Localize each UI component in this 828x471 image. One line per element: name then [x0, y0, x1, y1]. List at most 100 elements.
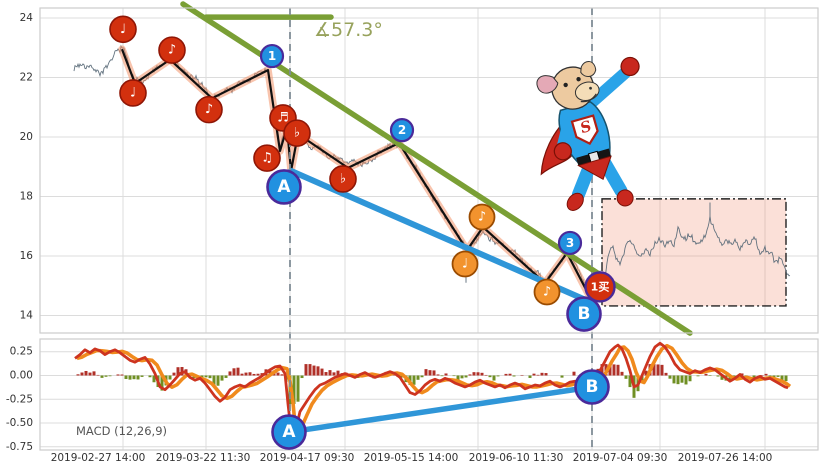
macd-histogram-bar [248, 372, 252, 376]
macd-histogram-bar [764, 373, 768, 376]
pig-right-boot [616, 189, 634, 207]
macd-histogram-bar [168, 375, 172, 380]
macd-histogram-bar [336, 370, 340, 376]
macd-histogram-bar [124, 375, 128, 380]
note-marker-red: ♩ [119, 79, 147, 107]
macd-histogram-bar [420, 375, 424, 378]
macd-panel-border [39, 338, 819, 451]
macd-histogram-bar [532, 373, 536, 376]
macd-histogram-bar [768, 375, 772, 377]
point-b-main-marker-circle [566, 296, 602, 332]
blue-trendline-macd [286, 384, 595, 435]
note-marker-red-label: ♪ [168, 43, 176, 58]
macd-histogram-bar [468, 374, 472, 376]
price-series-group [73, 44, 791, 303]
note-marker-orange-circle [451, 250, 479, 278]
blue-trendline-main [288, 167, 593, 305]
pig-shield-letter: S [579, 117, 592, 138]
note-marker-red-circle [109, 15, 137, 44]
note-marker-red-label: ♭ [294, 126, 300, 141]
macd-histogram-bar [776, 375, 780, 377]
buy-signal-marker-label: 1买 [591, 280, 610, 293]
macd-histogram-bar [132, 375, 136, 380]
macd-histogram-bar [688, 375, 692, 382]
macd-ytick-label: -0.25 [6, 393, 33, 405]
macd-histogram-bar [152, 375, 156, 383]
macd-histogram-bar [96, 374, 100, 376]
point-a-macd-marker-circle [271, 414, 307, 450]
macd-histogram-bar [100, 375, 104, 378]
macd-histogram-bar [720, 375, 724, 380]
wave-number-marker-label: 1 [268, 49, 276, 63]
macd-histogram-bar [644, 370, 648, 376]
macd-histogram-bar [176, 367, 180, 376]
macd-histogram-bar [180, 367, 184, 376]
macd-histogram-bar [452, 375, 456, 377]
macd-histogram-bar [704, 373, 708, 376]
macd-histogram-bar [616, 364, 620, 376]
note-marker-red-label: ♪ [205, 102, 213, 117]
note-marker-red-circle [283, 119, 311, 147]
macd-histogram-bar [208, 375, 212, 379]
macd-histogram-bar [492, 375, 496, 381]
macd-histogram-bar [612, 364, 616, 376]
macd-histogram-bar [140, 375, 144, 377]
x-tick-label: 2019-06-10 11:30 [469, 452, 564, 464]
pig-chest-shield [570, 114, 599, 146]
macd-histogram-bar [620, 371, 624, 376]
note-marker-red-label: ♫ [261, 151, 273, 166]
macd-histogram-bar [528, 375, 532, 378]
macd-histogram-bar [672, 375, 676, 384]
macd-histogram-bar [412, 375, 416, 385]
main-ytick-label: 22 [20, 71, 33, 83]
macd-histogram-bar [244, 372, 248, 376]
note-marker-red: ♫ [253, 144, 281, 172]
macd-histogram-bar [540, 372, 544, 376]
wave-number-marker-circle [389, 118, 415, 143]
macd-histogram-bar [664, 372, 668, 376]
note-marker-orange-circle [533, 278, 561, 306]
macd-histogram-bar [212, 375, 216, 385]
main-ytick-label: 16 [20, 250, 34, 262]
macd-histogram-bar [148, 375, 152, 378]
macd-histogram-bar [316, 366, 320, 376]
wave-number-marker-label: 2 [398, 123, 406, 137]
macd-histogram-bar [488, 375, 492, 378]
macd-histogram-bar [520, 374, 524, 376]
macd-histogram-bar [784, 375, 788, 382]
pig-bent-arm [557, 117, 574, 150]
macd-histogram-bar [84, 370, 88, 376]
macd-histogram-bar [104, 375, 108, 377]
point-a-macd-marker: A [271, 414, 307, 450]
macd-histogram-bar [236, 367, 240, 376]
macd-histogram-bar [752, 375, 756, 379]
wave-number-marker: 3 [557, 230, 583, 256]
macd-histogram-bar [476, 372, 480, 376]
wave-number-marker-circle [259, 43, 285, 69]
point-a-main-marker-label: A [277, 177, 291, 197]
macd-histogram-bar [716, 375, 720, 377]
macd-histogram-bar [332, 372, 336, 376]
main-ytick-label: 20 [20, 131, 33, 143]
macd-histogram-bar [512, 375, 516, 377]
macd-histogram-bar [120, 374, 124, 376]
x-tick-label: 2019-07-26 14:00 [678, 452, 773, 464]
macd-histogram-bar [440, 375, 444, 377]
note-marker-red-label: ♬ [277, 110, 289, 125]
macd-histogram-bar [80, 372, 84, 376]
wave-number-marker: 1 [259, 43, 285, 69]
macd-ytick-label: -0.50 [6, 417, 33, 429]
note-marker-orange: ♩ [451, 250, 479, 278]
macd-histogram-bar [300, 375, 304, 379]
macd-histogram-bar [508, 373, 512, 376]
macd-histogram-bar [456, 375, 460, 381]
macd-histogram-bar [436, 374, 440, 376]
macd-ytick-label: 0.25 [10, 346, 33, 358]
note-marker-red: ♪ [195, 95, 223, 124]
macd-histogram-bar [308, 364, 312, 376]
note-marker-red-label: ♭ [340, 171, 346, 186]
macd-histogram-bar [660, 364, 664, 376]
macd-histogram-bar [328, 370, 332, 376]
